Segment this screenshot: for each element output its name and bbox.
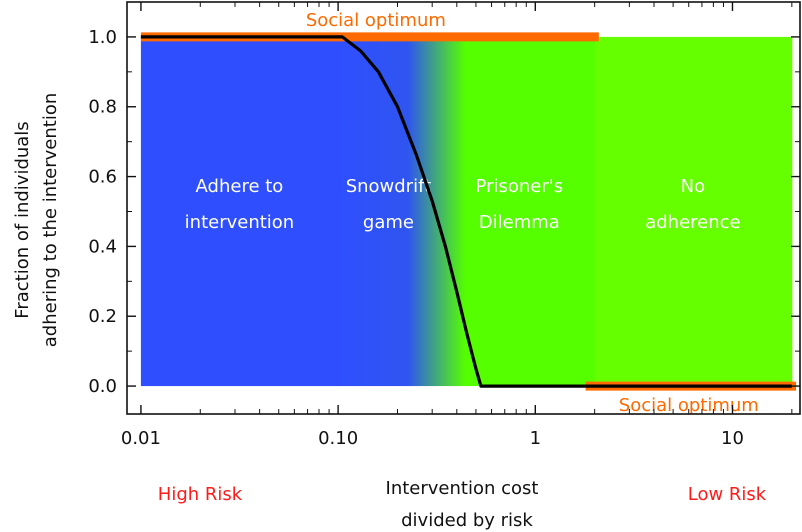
region-4-label-line-1: No — [681, 176, 705, 197]
x-tick-label-2: 1 — [530, 428, 541, 449]
region-4-label-line-2: adherence — [645, 212, 740, 233]
y-tick-label-5: 1.0 — [88, 27, 117, 48]
plot-frame — [126, 1, 801, 415]
social-optimum-label-1: Social optimum — [306, 10, 446, 31]
region-2 — [338, 36, 466, 387]
region-1-label-line-2: intervention — [185, 212, 295, 233]
y-tick-label-2: 0.4 — [88, 236, 117, 257]
line-layer — [140, 35, 792, 388]
x-tick-label-1: 0.10 — [318, 428, 358, 449]
x-axis-title-line-1: Intervention cost — [386, 478, 539, 499]
region-1-label-line-1: Adhere to — [196, 176, 284, 197]
x-tick-label-3: 10 — [721, 428, 744, 449]
y-axis-title-line-1: Fraction of individuals — [12, 121, 33, 318]
y-axis-title-line-2: adhering to the intervention — [40, 93, 61, 348]
high-risk-label: High Risk — [158, 484, 243, 505]
region-3-label-line-1: Prisoner's — [476, 176, 564, 197]
region-3 — [464, 36, 596, 387]
y-tick-label-1: 0.2 — [88, 306, 117, 327]
y-axis-title: Fraction of individuals adhering to the … — [12, 93, 61, 348]
adherence-curve — [140, 35, 792, 388]
x-tick-label-0: 0.01 — [121, 428, 161, 449]
region-2-label-line-2: game — [363, 212, 414, 233]
region-2-label-line-1: Snowdrift — [346, 176, 431, 197]
y-tick-label-0: 0.0 — [88, 376, 117, 397]
region-4 — [594, 36, 793, 387]
regions-layer: Adhere to intervention Snowdrift game Prison… — [140, 36, 793, 387]
x-axis-title-line-2: divided by risk — [401, 510, 533, 531]
ticks-layer: 0.0 0.2 0.4 0.6 0.8 1.0 0.01 0.10 1 10 — [88, 2, 800, 449]
region-1 — [140, 36, 339, 387]
y-tick-label-3: 0.6 — [88, 167, 117, 188]
y-tick-label-4: 0.8 — [88, 97, 117, 118]
region-3-label-line-2: Dilemma — [479, 212, 560, 233]
low-risk-label: Low Risk — [688, 484, 767, 505]
